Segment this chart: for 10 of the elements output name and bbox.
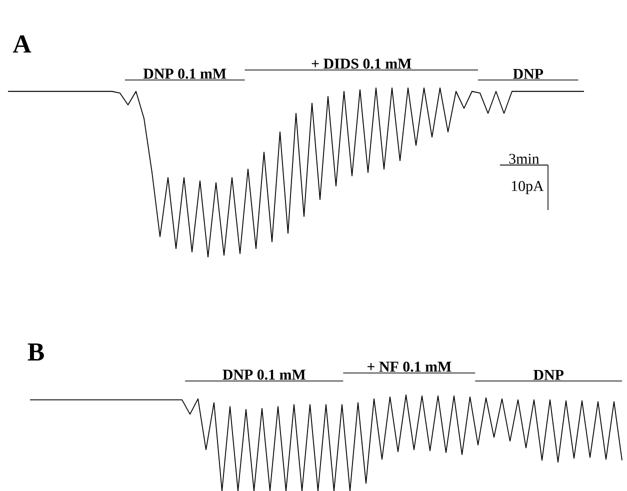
text: DNP 0.1 mM — [143, 68, 226, 79]
text: DNP — [513, 68, 544, 79]
chart-title: A — [12, 35, 32, 53]
annotation: 3min — [509, 154, 540, 164]
chart-title: B — [28, 343, 44, 361]
text: DNP 0.1 mM — [222, 370, 306, 380]
text: + NF 0.1 mM — [368, 362, 452, 372]
text: + DIDS 0.1 mM — [312, 58, 412, 69]
annotation: 10pA — [512, 180, 544, 194]
text: DNP — [534, 370, 564, 380]
